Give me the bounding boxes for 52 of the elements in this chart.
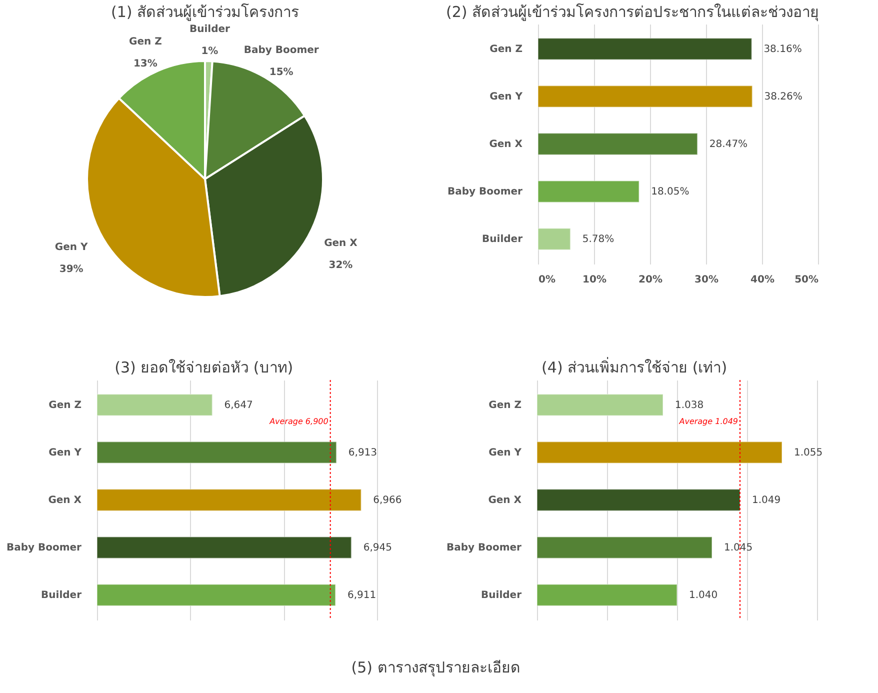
data-label: 1.038 [675,400,704,411]
data-label: 1.045 [724,542,753,554]
slice-label: Gen X [324,238,358,249]
x-tick-label: 10% [582,274,606,286]
chart-title: (1) สัดส่วนผู้เข้าร่วมโครงการ [110,3,300,22]
data-label: 6,913 [348,447,378,458]
y-tick-label: Gen Z [48,400,82,411]
data-label: 6,647 [224,400,253,411]
ref-line-label: Average 1.049 [678,417,738,426]
data-label: 1.055 [794,447,823,458]
y-tick-label: Gen Z [488,400,522,411]
x-tick-label: 50% [794,274,818,286]
chart-title: (3) ยอดใช้จ่ายต่อหัว (บาท) [114,358,294,376]
y-tick-label: Gen Y [488,447,522,458]
x-tick-label: 0% [538,274,556,286]
y-tick-label: Gen X [489,139,523,150]
y-tick-label: Gen Y [48,447,82,458]
text: (5) ตารางสรุปรายละเอียด [351,658,520,678]
x-tick-label: 20% [638,274,662,286]
y-tick-label: Builder [41,590,82,602]
chart-title: (4) ส่วนเพิ่มการใช้จ่าย (เท่า) [542,356,728,376]
y-tick-label: Gen Z [490,44,522,55]
data-label: 1.049 [752,495,781,506]
slice-label: Builder [189,24,230,36]
y-tick-label: Baby Boomer [446,542,522,554]
data-label: 5.78% [582,234,614,246]
data-label: 32% [328,260,353,271]
x-tick-label: 30% [694,274,718,286]
data-label: 18.05% [651,186,690,198]
slice-label: Gen Z [129,36,162,48]
ref-line-label: Average 6,900 [268,417,328,426]
data-label: 13% [133,58,158,70]
data-label: 38.16% [764,44,802,55]
data-label: 1.040 [689,590,718,602]
data-label: 6,945 [363,542,392,554]
y-tick-label: Gen X [488,495,522,506]
y-tick-label: Builder [482,234,523,246]
data-label: 15% [269,66,294,78]
slice-label: Baby Boomer [244,44,319,56]
y-tick-label: Gen Y [490,91,524,102]
x-tick-label: 40% [750,274,774,286]
chart-title: (2) สัดส่วนผู้เข้าร่วมโครงการต่อประชากรในแต่ละช่วงอายุ [446,3,819,22]
y-tick-label: Builder [481,590,522,602]
data-label: 6,966 [373,495,402,506]
y-tick-label: Baby Boomer [447,186,523,198]
y-tick-label: Baby Boomer [6,542,82,554]
data-label: 6,911 [347,590,376,602]
data-label: 38.26% [764,91,802,102]
y-tick-label: Gen X [48,495,82,506]
data-label: 1% [201,46,218,58]
data-label: 28.47% [709,139,748,150]
data-label: 39% [59,264,84,276]
